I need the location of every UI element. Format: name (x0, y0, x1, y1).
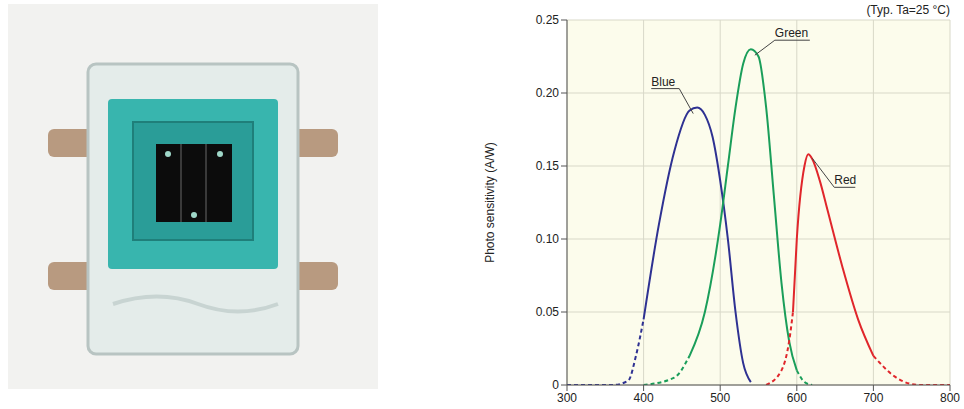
svg-text:0.15: 0.15 (536, 159, 560, 173)
svg-text:600: 600 (787, 391, 807, 405)
svg-text:Green: Green (775, 26, 808, 40)
svg-text:800: 800 (940, 391, 960, 405)
svg-text:0.25: 0.25 (536, 13, 560, 27)
svg-text:400: 400 (634, 391, 654, 405)
html-text:(Typ. Ta=25 °C): (Typ. Ta=25 °C) (866, 3, 950, 17)
svg-text:700: 700 (863, 391, 883, 405)
svg-text:0.10: 0.10 (536, 232, 560, 246)
svg-text:0.20: 0.20 (536, 86, 560, 100)
svg-text:Blue: Blue (651, 75, 675, 89)
svg-text:Photo sensitivity (A/W): Photo sensitivity (A/W) (483, 142, 497, 263)
svg-text:0.05: 0.05 (536, 305, 560, 319)
svg-text:0: 0 (552, 378, 559, 392)
svg-text:Red: Red (834, 173, 856, 187)
svg-text:500: 500 (710, 391, 730, 405)
svg-text:300: 300 (557, 391, 577, 405)
